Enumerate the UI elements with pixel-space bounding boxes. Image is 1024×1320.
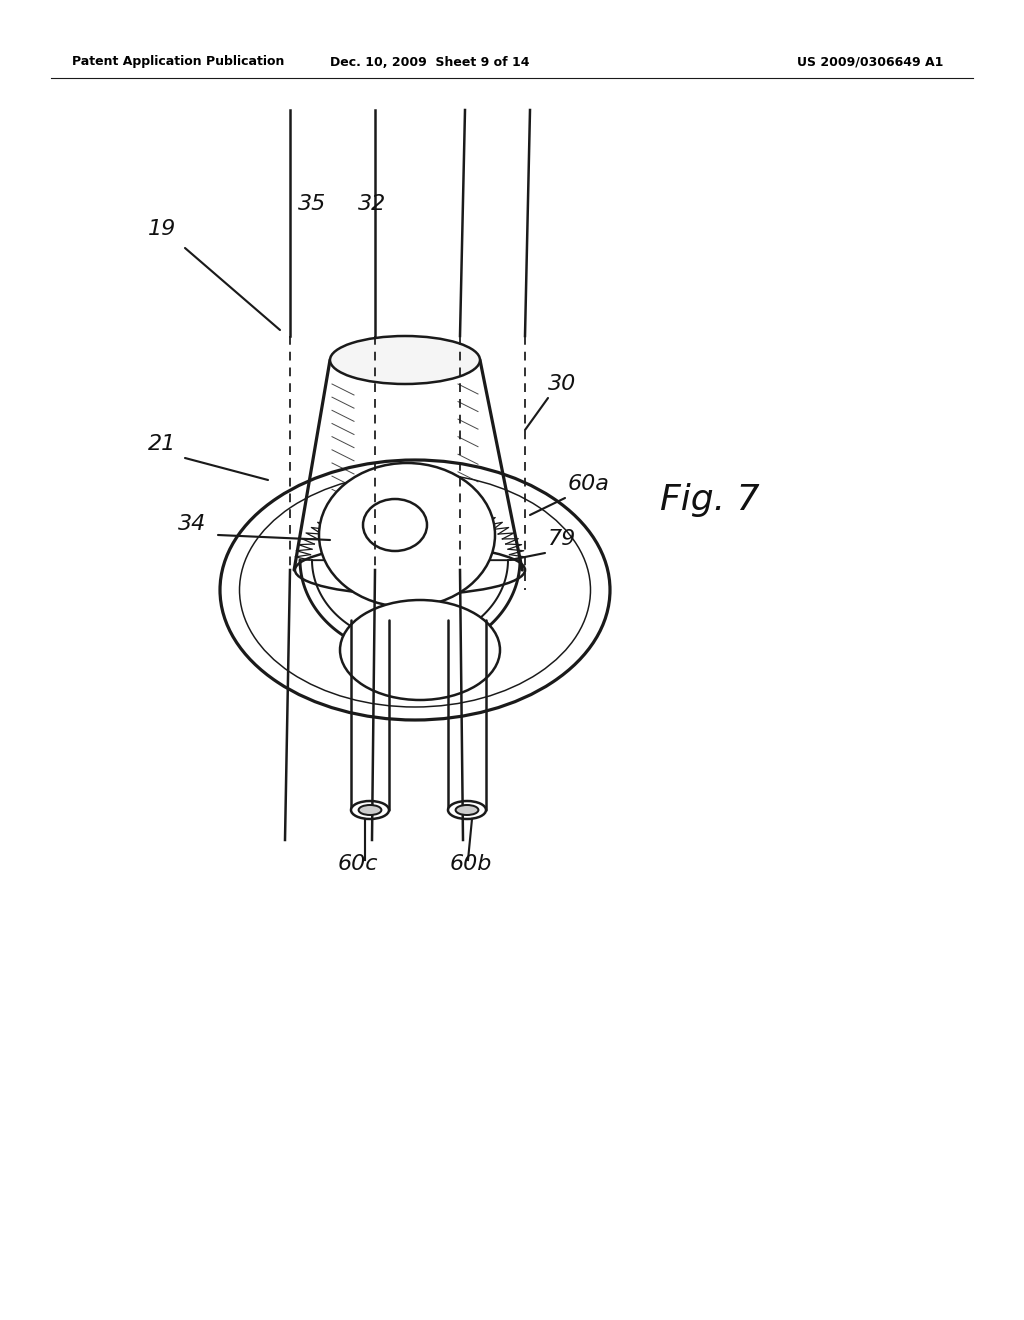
Text: 60b: 60b <box>450 854 493 874</box>
Ellipse shape <box>220 459 610 719</box>
Text: 35: 35 <box>298 194 327 214</box>
Text: 21: 21 <box>148 434 176 454</box>
Text: 32: 32 <box>358 194 386 214</box>
Text: Fig. 7: Fig. 7 <box>660 483 760 517</box>
Text: US 2009/0306649 A1: US 2009/0306649 A1 <box>797 55 943 69</box>
Ellipse shape <box>351 801 389 818</box>
Text: Dec. 10, 2009  Sheet 9 of 14: Dec. 10, 2009 Sheet 9 of 14 <box>331 55 529 69</box>
Ellipse shape <box>449 801 486 818</box>
Ellipse shape <box>362 499 427 550</box>
Text: 19: 19 <box>148 219 176 239</box>
Ellipse shape <box>340 601 500 700</box>
Ellipse shape <box>330 337 480 384</box>
Ellipse shape <box>358 805 381 814</box>
Text: 30: 30 <box>548 374 577 393</box>
Ellipse shape <box>319 463 495 607</box>
Ellipse shape <box>456 805 478 814</box>
Text: 79: 79 <box>548 529 577 549</box>
Text: 60a: 60a <box>568 474 610 494</box>
Text: Patent Application Publication: Patent Application Publication <box>72 55 285 69</box>
Text: 60c: 60c <box>338 854 379 874</box>
Text: 34: 34 <box>178 513 206 535</box>
